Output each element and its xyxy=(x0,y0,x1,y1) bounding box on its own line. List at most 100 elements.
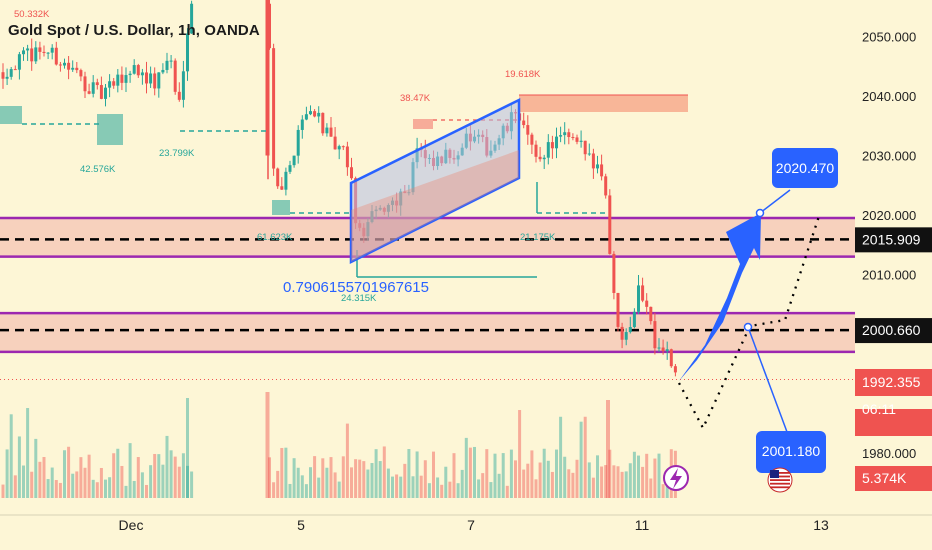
volume-bar xyxy=(645,453,649,498)
candle xyxy=(153,73,157,89)
volume-bar xyxy=(628,463,632,498)
candle xyxy=(333,136,337,150)
volume-bar xyxy=(120,465,124,498)
volume-bar xyxy=(606,400,610,498)
candle xyxy=(34,47,38,62)
order-block-green xyxy=(0,106,22,124)
volume-bar xyxy=(473,446,476,498)
candle xyxy=(140,72,144,76)
candle xyxy=(91,82,95,94)
candle xyxy=(600,164,604,177)
candle xyxy=(1,72,5,79)
volume-bar xyxy=(538,462,542,498)
volume-bar xyxy=(337,481,341,498)
callout-box-high xyxy=(772,148,838,188)
volume-bar xyxy=(22,465,25,498)
callout-line-low xyxy=(747,326,791,441)
volume-bar xyxy=(169,450,173,498)
volume-bar xyxy=(132,480,136,498)
volume-bar xyxy=(276,470,280,498)
volume-bar xyxy=(165,435,169,498)
candle xyxy=(571,137,575,139)
volume-bar xyxy=(181,453,185,498)
candle xyxy=(58,64,62,66)
volume-bar xyxy=(58,482,62,498)
volume-bars xyxy=(1,408,677,498)
candle xyxy=(87,91,91,94)
volume-bar xyxy=(604,465,608,498)
volume-bar xyxy=(149,465,153,498)
candle xyxy=(186,33,189,72)
candle xyxy=(145,72,148,84)
candle xyxy=(128,73,132,76)
volume-bar xyxy=(136,457,140,498)
candle xyxy=(272,48,276,169)
candle xyxy=(304,114,308,120)
candle xyxy=(17,54,21,70)
candle xyxy=(653,321,657,349)
candle xyxy=(530,134,534,145)
candle xyxy=(608,195,612,254)
candle xyxy=(136,65,140,76)
volume-bar xyxy=(665,482,669,498)
volume-bar xyxy=(9,414,13,498)
candle xyxy=(169,60,173,62)
candle xyxy=(190,3,194,34)
candle xyxy=(67,62,71,70)
callout-target-high: 2020.470 xyxy=(776,160,835,176)
callout-box-low xyxy=(756,431,826,473)
candle xyxy=(616,292,620,327)
candle xyxy=(30,48,34,62)
price-label-box xyxy=(855,227,932,253)
price-label-box xyxy=(855,466,932,491)
candle xyxy=(22,50,25,55)
projection-arrow-up xyxy=(679,213,761,381)
volume-bar xyxy=(280,447,284,498)
candle xyxy=(350,167,353,179)
x-tick-label: Dec xyxy=(119,517,144,533)
volume-label: 24.315K xyxy=(341,293,377,304)
volume-label: 21.175K xyxy=(520,232,556,243)
candle xyxy=(313,111,317,117)
candle xyxy=(563,132,567,136)
us-flag-icon xyxy=(767,467,793,493)
candle xyxy=(341,146,345,148)
volume-bar xyxy=(104,479,107,498)
volume-bar xyxy=(186,398,189,498)
candle xyxy=(669,349,673,367)
volume-bar xyxy=(419,475,423,498)
volume-bar xyxy=(600,466,604,498)
volume-bar xyxy=(456,483,460,498)
volume-bar xyxy=(464,437,468,498)
volume-bar xyxy=(620,471,624,498)
volume-bar xyxy=(403,463,407,498)
candle xyxy=(612,253,616,293)
volume-bar xyxy=(309,467,312,498)
volume-bar xyxy=(649,478,653,498)
volume-bar xyxy=(333,472,337,498)
candle xyxy=(104,87,107,99)
volume-bar xyxy=(509,449,513,498)
volume-bar xyxy=(17,436,21,498)
candle xyxy=(157,72,161,89)
volume-bar xyxy=(321,458,325,498)
candle xyxy=(124,75,128,83)
price-label: 2000.660 xyxy=(862,322,921,338)
volume-bar xyxy=(296,467,300,498)
volume-bar xyxy=(477,479,481,498)
volume-bar xyxy=(534,479,538,498)
volume-bar xyxy=(518,410,522,498)
volume-label: 61.623K xyxy=(257,232,293,243)
volume-bar xyxy=(313,456,317,498)
candle xyxy=(345,146,349,168)
volume-bar xyxy=(161,464,165,498)
candle xyxy=(177,91,181,100)
volume-bar xyxy=(87,454,91,498)
candle xyxy=(26,48,30,51)
volume-bar xyxy=(505,485,509,498)
volume-bar xyxy=(190,471,194,498)
y-tick-label: 2030.000 xyxy=(862,149,916,164)
candle xyxy=(9,69,13,77)
